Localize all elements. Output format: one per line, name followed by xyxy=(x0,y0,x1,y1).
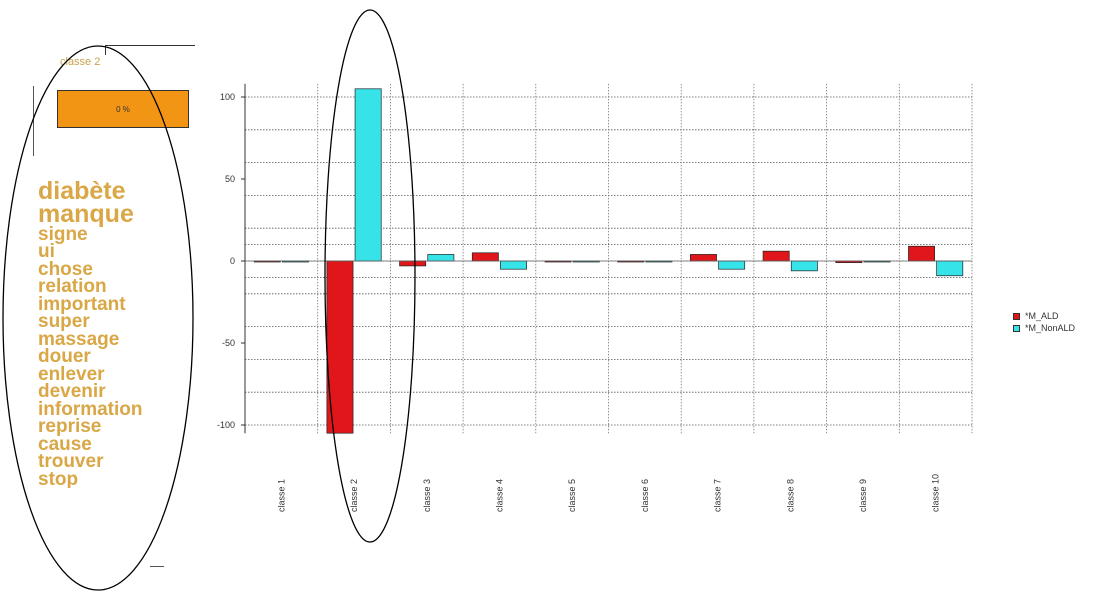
bar-nonald-7 xyxy=(718,260,746,270)
category-label: classe 9 xyxy=(858,479,868,512)
word-item: trouver xyxy=(38,451,104,473)
word-item: chose xyxy=(38,258,93,280)
y-tick-label: 0 xyxy=(230,256,235,266)
legend: *M_ALD *M_NonALD xyxy=(1013,310,1075,334)
legend-item: *M_NonALD xyxy=(1013,322,1075,334)
legend-swatch xyxy=(1013,312,1020,320)
bar-ald-2 xyxy=(326,260,354,434)
bar-nonald-3 xyxy=(427,254,455,262)
class-profile-panel: classe 2 0 % diabète manque signe ui chose re… xyxy=(0,0,200,592)
category-label: classe 4 xyxy=(494,479,504,512)
word-item: relation xyxy=(38,276,107,298)
category-label: classe 10 xyxy=(931,474,941,512)
word-item: reprise xyxy=(38,416,102,438)
bar-nonald-10 xyxy=(936,260,964,277)
percent-value: 0 % xyxy=(116,104,130,114)
y-tick-label: -50 xyxy=(222,338,235,348)
bracket-tick xyxy=(105,45,106,55)
category-label: classe 5 xyxy=(567,479,577,512)
percent-box: 0 % xyxy=(57,90,189,128)
bracket-line xyxy=(105,45,195,46)
word-list: diabète manque signe ui chose relation importa… xyxy=(38,180,200,488)
category-label: classe 8 xyxy=(785,479,795,512)
legend-label: *M_ALD xyxy=(1025,311,1059,321)
legend-item: *M_ALD xyxy=(1013,310,1075,322)
bar-nonald-4 xyxy=(500,260,527,270)
y-tick-label: -100 xyxy=(217,420,235,430)
y-tick-label: 100 xyxy=(220,92,235,102)
bar-ald-7 xyxy=(690,254,717,262)
category-label: classe 3 xyxy=(422,479,432,512)
bar-ald-4 xyxy=(471,252,499,262)
axis-tick xyxy=(33,86,34,156)
bar-ald-8 xyxy=(762,250,790,262)
grid xyxy=(244,83,973,434)
bar-ald-10 xyxy=(908,245,936,262)
bar-nonald-2 xyxy=(354,88,382,262)
word-item: enlever xyxy=(38,363,105,385)
word-item: stop xyxy=(38,468,79,489)
highlight-oval-words xyxy=(2,45,194,591)
word-item: super xyxy=(38,311,90,333)
axes: 100 50 0 -50 -100 classe 1 classe 2 classe 3 cla… xyxy=(217,83,972,512)
word-item: manque xyxy=(38,200,134,228)
category-label: classe 2 xyxy=(349,479,359,512)
axis-tick xyxy=(150,566,164,567)
word-item: cause xyxy=(38,433,92,455)
category-label: classe 1 xyxy=(276,479,286,512)
word-item: ui xyxy=(38,241,55,263)
class-label: classe 2 xyxy=(60,56,101,68)
category-label: classe 6 xyxy=(640,479,650,512)
highlight-oval-class2 xyxy=(324,9,416,543)
word-item: devenir xyxy=(38,381,106,403)
word-item: signe xyxy=(38,224,88,245)
legend-swatch xyxy=(1013,324,1020,332)
word-item: massage xyxy=(38,328,120,350)
bar-ald-3 xyxy=(399,260,427,267)
category-label: classe 7 xyxy=(713,479,723,512)
bar-nonald-8 xyxy=(790,260,818,272)
word-item: important xyxy=(38,293,126,315)
word-item: information xyxy=(38,398,143,420)
word-item: diabète xyxy=(38,180,126,205)
y-tick-label: 50 xyxy=(225,174,235,184)
legend-label: *M_NonALD xyxy=(1025,323,1076,333)
word-item: douer xyxy=(38,346,91,368)
